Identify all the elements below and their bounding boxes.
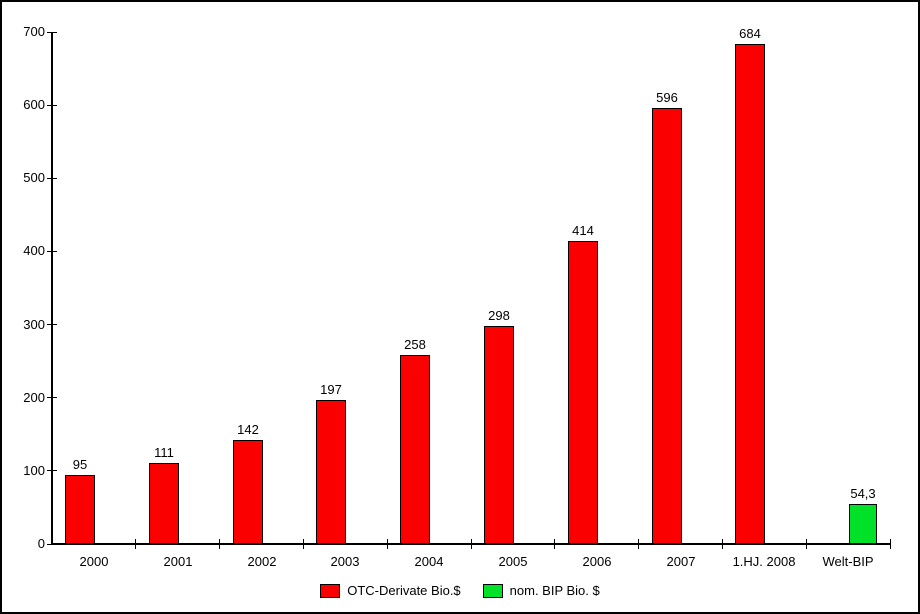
legend-item-otc-derivate: OTC-Derivate Bio.$: [320, 583, 461, 598]
x-axis-category-label: 2004: [414, 554, 444, 569]
bar-otc-1-hj-2008: [735, 44, 765, 544]
bar-value-label: 684: [739, 26, 761, 41]
x-axis-category-label: 2005: [498, 554, 528, 569]
x-axis-tick: [219, 539, 220, 549]
x-axis-category-label: 2002: [247, 554, 277, 569]
bar-value-label: 111: [154, 445, 174, 460]
x-axis-category-label: Welt-BIP: [822, 554, 874, 569]
legend-swatch-nom-bip: [482, 583, 503, 598]
y-axis-tick-label: 500: [23, 170, 45, 185]
bar-value-label: 95: [72, 457, 88, 472]
y-axis-tick: [47, 544, 57, 545]
legend-label-nom-bip: nom. BIP Bio. $: [509, 583, 600, 598]
y-axis-tick-label: 600: [23, 97, 45, 112]
x-axis-tick: [554, 539, 555, 549]
y-axis-tick-label: 300: [23, 317, 45, 332]
bar-otc-2004: [400, 355, 430, 544]
bar-value-label: 414: [572, 223, 594, 238]
x-axis-tick: [471, 539, 472, 549]
y-axis-tick-label: 0: [37, 536, 45, 551]
bar-otc-2000: [65, 475, 95, 544]
x-axis-tick: [890, 539, 891, 549]
x-axis-tick: [638, 539, 639, 549]
bar-bip-welt-bip: [849, 504, 877, 544]
bar-value-label: 197: [320, 382, 342, 397]
bar-otc-2006: [568, 241, 598, 544]
bar-otc-2001: [149, 463, 179, 544]
x-axis-category-label: 2007: [666, 554, 696, 569]
bar-otc-2002: [233, 440, 263, 544]
legend-label-otc-derivate: OTC-Derivate Bio.$: [347, 583, 461, 598]
y-axis-tick-label: 100: [23, 463, 45, 478]
y-axis-tick: [47, 470, 57, 471]
y-axis: [51, 32, 53, 545]
x-axis-category-label: 2000: [79, 554, 109, 569]
y-axis-tick: [47, 178, 57, 179]
bar-value-label: 298: [488, 308, 510, 323]
y-axis-tick: [47, 251, 57, 252]
x-axis-category-label: 2003: [330, 554, 360, 569]
y-axis-tick: [47, 105, 57, 106]
x-axis-tick: [722, 539, 723, 549]
y-axis-tick-label: 400: [23, 243, 45, 258]
bar-otc-2005: [484, 326, 514, 544]
legend-swatch-otc-derivate: [320, 583, 341, 598]
x-axis-category-label: 2001: [163, 554, 193, 569]
bar-value-label: 258: [404, 337, 426, 352]
x-axis-category-label: 1.HJ. 2008: [732, 554, 796, 569]
y-axis-tick-label: 200: [23, 390, 45, 405]
bar-otc-2007: [652, 108, 682, 544]
bar-otc-2003: [316, 400, 346, 544]
x-axis-tick: [806, 539, 807, 549]
bar-value-label: 596: [656, 90, 678, 105]
y-axis-tick: [47, 324, 57, 325]
bar-value-label: 54,3: [850, 486, 876, 501]
y-axis-tick-label: 700: [23, 24, 45, 39]
bar-value-label: 142: [237, 422, 259, 437]
x-axis-tick: [135, 539, 136, 549]
legend-item-nom-bip: nom. BIP Bio. $: [482, 583, 600, 598]
x-axis-tick: [303, 539, 304, 549]
y-axis-tick: [47, 32, 57, 33]
y-axis-tick: [47, 397, 57, 398]
x-axis-category-label: 2006: [582, 554, 612, 569]
x-axis-tick: [387, 539, 388, 549]
chart-legend: OTC-Derivate Bio.$ nom. BIP Bio. $: [2, 583, 918, 598]
